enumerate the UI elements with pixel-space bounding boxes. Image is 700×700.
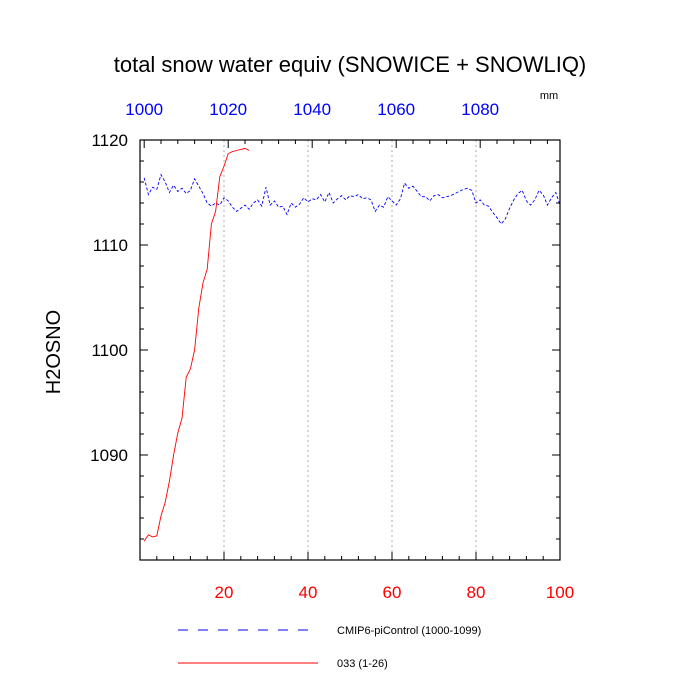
bottom-tick-label: 60 xyxy=(383,583,402,602)
chart-title: total snow water equiv (SNOWICE + SNOWLI… xyxy=(114,52,587,77)
legend: CMIP6-piControl (1000-1099) 033 (1-26) xyxy=(178,625,481,670)
units-label: mm xyxy=(540,90,558,102)
series-line-1 xyxy=(143,147,250,542)
y-axis-label: H2OSNO xyxy=(43,310,65,394)
top-tick-label: 1080 xyxy=(461,100,499,119)
bottom-tick-label: 40 xyxy=(299,583,318,602)
top-tick-label: 1040 xyxy=(293,100,331,119)
series-line-0 xyxy=(143,173,560,225)
vertical-gridlines xyxy=(223,140,477,560)
top-tick-label: 1060 xyxy=(377,100,415,119)
bottom-tick-label: 20 xyxy=(215,583,234,602)
plot-frame xyxy=(139,139,561,561)
y-tick-label: 1110 xyxy=(93,236,128,255)
bottom-tick-label: 100 xyxy=(546,583,574,602)
bottom-tick-label: 80 xyxy=(467,583,486,602)
axes-group: 20 40 60 80 100 1000 1020 1040 1060 1080 1090 1100 1… xyxy=(90,100,574,602)
legend-label-1: 033 (1-26) xyxy=(337,658,388,670)
top-tick-label: 1000 xyxy=(125,100,163,119)
y-tick-label: 1120 xyxy=(91,131,128,150)
series-group xyxy=(143,147,560,542)
top-tick-label: 1020 xyxy=(209,100,247,119)
y-tick-label: 1100 xyxy=(91,341,128,360)
y-tick-label: 1090 xyxy=(90,446,128,465)
legend-label-0: CMIP6-piControl (1000-1099) xyxy=(337,625,481,637)
